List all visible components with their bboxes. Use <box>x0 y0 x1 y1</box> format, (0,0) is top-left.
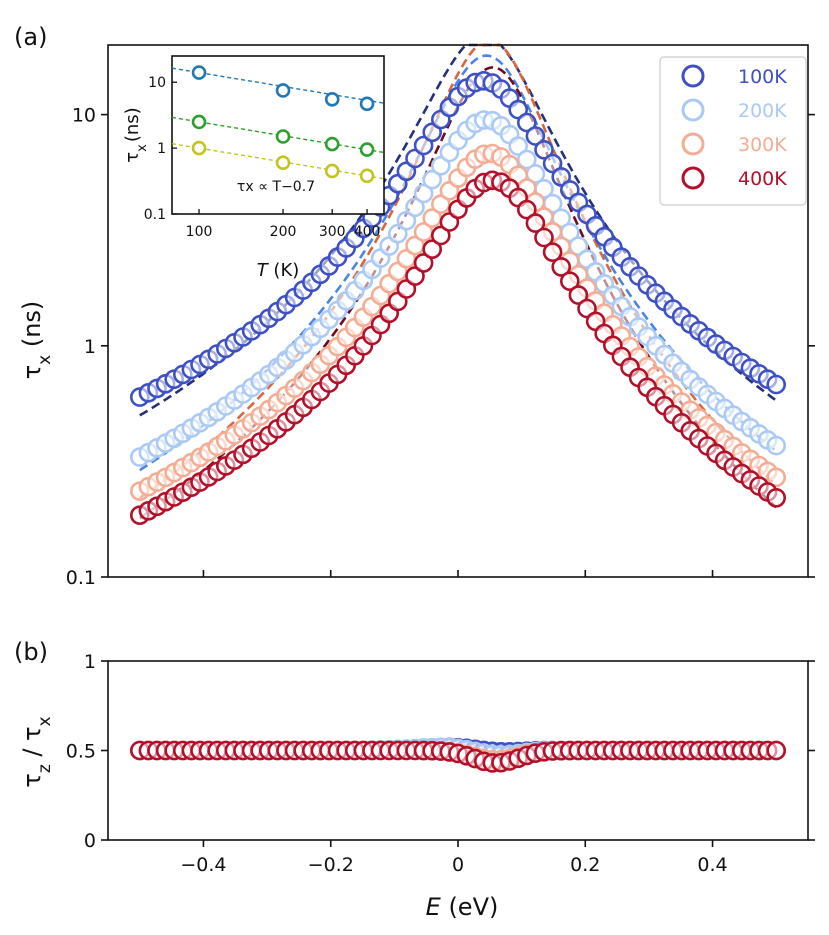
data-point <box>430 194 451 214</box>
data-point <box>568 285 589 305</box>
panel-a-label: (a) <box>14 23 47 51</box>
legend-marker-300K <box>681 132 705 156</box>
y-tick-label: 0 <box>84 830 96 852</box>
inset-point <box>324 136 340 152</box>
inset-y-tick-label: 0.1 <box>144 207 166 223</box>
y-tick-label: 0.1 <box>66 567 96 589</box>
data-point <box>766 435 787 456</box>
y-tick-label: 1 <box>84 336 96 358</box>
data-point <box>430 225 451 246</box>
inset-y-tick-label: 1 <box>157 141 166 157</box>
data-point <box>413 253 434 273</box>
data-point <box>766 467 787 488</box>
data-point <box>766 374 787 395</box>
panel-a-y-axis-label: τx (ns) <box>18 301 55 380</box>
panel-b-series-400K <box>130 740 787 773</box>
inset-x-tick-label: 100 <box>186 224 213 240</box>
inset-point <box>191 114 207 130</box>
legend-marker-100K <box>681 64 705 88</box>
panel-a: 0.1 1 10 (a) τx (ns) 100K 200K 300K 400K 100 2… <box>14 23 815 589</box>
data-point <box>422 239 443 259</box>
data-point <box>525 213 546 233</box>
legend-label-100K: 100K <box>738 66 787 88</box>
y-tick-label: 10 <box>72 105 96 127</box>
x-tick-label: −0.4 <box>180 854 226 876</box>
panel-a-ticks: 0.1 1 10 <box>66 105 815 589</box>
inset-point <box>191 140 207 156</box>
data-point <box>396 210 417 231</box>
x-tick-label: 0.4 <box>697 854 727 876</box>
y-tick-label: 0.5 <box>66 741 96 763</box>
inset-x-tick-label: 200 <box>270 224 297 240</box>
inset-x-tick-label: 400 <box>354 224 381 240</box>
inset-plot: 100 200 300 400 0.1 1 10 T (K) τx(ns) τx ∝ T−0.7 <box>122 55 385 281</box>
inset-point <box>359 142 375 157</box>
panel-b: 0 0.5 1 −0.4 −0.2 0 0.2 0.4 (b) τz / τx E (eV) <box>14 638 815 921</box>
inset-point <box>275 129 291 144</box>
inset-point <box>359 168 375 184</box>
data-point <box>413 135 434 156</box>
data-point <box>525 126 546 146</box>
data-point <box>430 156 451 176</box>
inset-y-tick-label: 10 <box>148 75 166 91</box>
data-point <box>508 136 529 156</box>
legend-label-200K: 200K <box>738 100 787 122</box>
panel-b-x-axis-label: E (eV) <box>426 893 499 921</box>
panel-b-label: (b) <box>14 638 48 666</box>
data-point <box>516 199 537 220</box>
data-point <box>413 183 434 204</box>
data-point <box>542 153 563 174</box>
legend-label-400K: 400K <box>738 168 787 190</box>
inset-annotation: τx ∝ T−0.7 <box>237 179 315 195</box>
data-point <box>534 140 554 160</box>
legend: 100K 200K 300K 400K <box>659 56 807 206</box>
inset-point <box>275 155 291 171</box>
y-tick-label: 1 <box>84 651 96 673</box>
data-point <box>516 149 537 170</box>
x-tick-label: −0.2 <box>308 854 354 876</box>
data-point <box>766 487 787 508</box>
inset-point <box>275 83 291 98</box>
inset-y-axis-label: τx(ns) <box>122 107 150 162</box>
data-point <box>766 740 787 761</box>
legend-marker-400K <box>681 166 705 190</box>
x-tick-label: 0 <box>452 854 464 876</box>
inset-x-axis-label: T (K) <box>257 260 300 281</box>
inset-x-tick-label: 300 <box>319 224 346 240</box>
data-point <box>559 271 580 292</box>
x-tick-label: 0.2 <box>570 854 600 876</box>
series-100K <box>130 71 787 407</box>
data-point <box>405 266 425 286</box>
series-200K <box>130 110 787 467</box>
series-400K <box>130 170 787 526</box>
inset-point <box>324 92 340 107</box>
data-point <box>551 257 572 277</box>
data-point <box>422 169 443 190</box>
data-point <box>516 112 537 133</box>
panel-b-y-axis-label: τz / τx <box>18 716 55 787</box>
inset-point <box>191 65 207 80</box>
panel-b-ticks: 0 0.5 1 −0.4 −0.2 0 0.2 0.4 <box>66 651 815 876</box>
legend-label-300K: 300K <box>738 134 787 156</box>
data-point <box>534 227 554 248</box>
inset-point <box>324 163 340 179</box>
inset-point <box>359 96 375 112</box>
data-point <box>542 242 563 262</box>
panel-b-data-points <box>130 737 787 773</box>
legend-marker-200K <box>681 98 705 122</box>
data-point <box>405 197 425 218</box>
panel-a-data-points <box>130 71 787 526</box>
